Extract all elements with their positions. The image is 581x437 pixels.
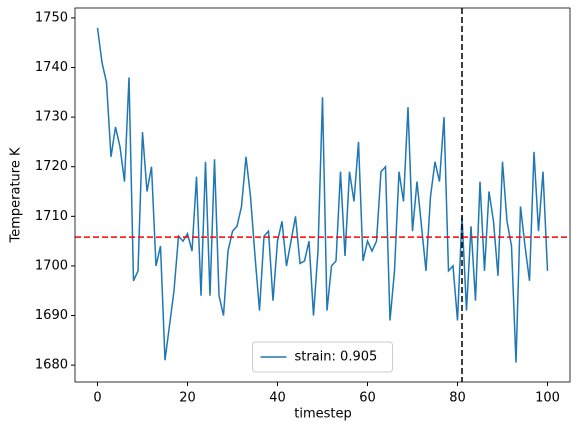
y-tick-label: 1680 [35, 358, 68, 373]
y-tick-label: 1700 [35, 258, 68, 273]
plot-frame [74, 7, 571, 383]
y-axis-label: Temperature K [9, 147, 24, 243]
x-tick-label: 0 [93, 391, 101, 406]
x-tick-label: 100 [535, 391, 560, 406]
data-line [96, 27, 549, 363]
x-tick-label: 60 [359, 391, 376, 406]
legend: strain: 0.905 [252, 341, 393, 373]
legend-box [252, 341, 393, 373]
y-tick-label: 1740 [35, 60, 68, 75]
x-tick-label: 80 [449, 391, 466, 406]
x-tick-label: 40 [269, 391, 286, 406]
x-tick-label: 20 [179, 391, 196, 406]
legend-label: strain: 0.905 [295, 350, 378, 365]
y-tick-label: 1750 [35, 10, 68, 25]
y-tick-label: 1710 [35, 209, 68, 224]
y-tick-label: 1690 [35, 308, 68, 323]
y-tick-label: 1720 [35, 159, 68, 174]
x-axis-label: timestep [294, 407, 352, 422]
y-tick-label: 1730 [35, 110, 68, 125]
